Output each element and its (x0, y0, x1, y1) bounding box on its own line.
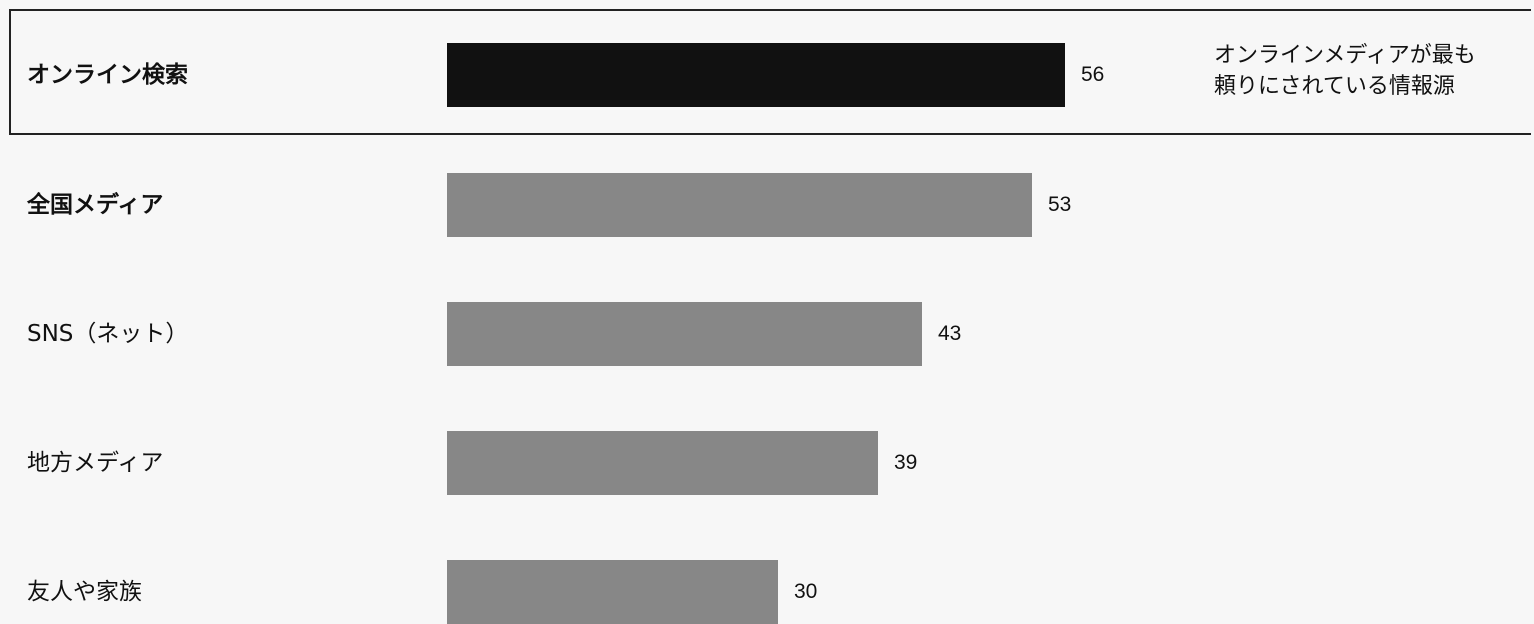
category-label: 全国メディア (27, 192, 164, 218)
category-label: 地方メディア (27, 450, 164, 476)
bar-row: SNS（ネット） 43 (0, 302, 1534, 366)
bar-row: 友人や家族 30 (0, 560, 1534, 624)
value-label: 30 (794, 580, 818, 603)
value-label: 56 (1081, 63, 1105, 86)
value-label: 43 (938, 322, 962, 345)
value-label: 39 (894, 451, 918, 474)
category-label: SNS（ネット） (27, 321, 189, 347)
highlight-box (9, 9, 1531, 135)
bar (447, 431, 878, 495)
value-label: 53 (1048, 193, 1072, 216)
bar-row: オンライン検索 56 (0, 43, 1534, 107)
bar (447, 43, 1065, 107)
category-label: 友人や家族 (27, 579, 142, 605)
bar (447, 173, 1032, 237)
annotation: オンラインメディアが最も 頼りにされている情報源 (1214, 40, 1476, 102)
annotation-line-1: オンラインメディアが最も (1214, 43, 1476, 68)
bar (447, 560, 778, 624)
annotation-line-2: 頼りにされている情報源 (1214, 74, 1455, 99)
bar-row: 地方メディア 39 (0, 431, 1534, 495)
bar-row: 全国メディア 53 (0, 173, 1534, 237)
bar (447, 302, 922, 366)
category-label: オンライン検索 (27, 62, 188, 88)
